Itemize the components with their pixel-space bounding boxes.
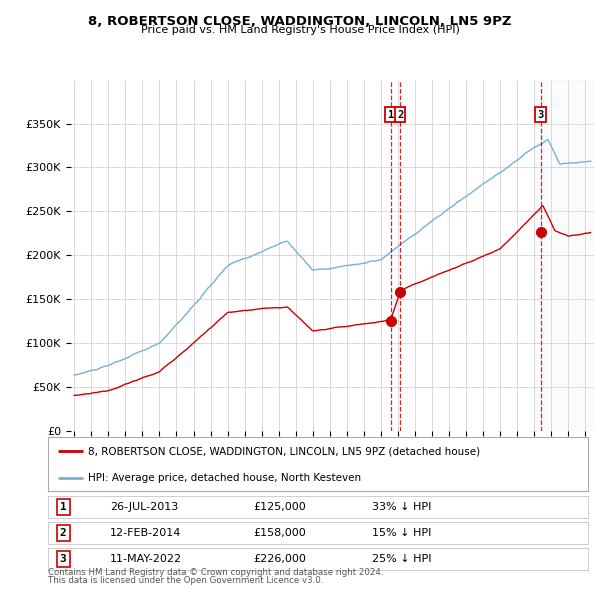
Text: This data is licensed under the Open Government Licence v3.0.: This data is licensed under the Open Gov… — [48, 576, 323, 585]
Text: Contains HM Land Registry data © Crown copyright and database right 2024.: Contains HM Land Registry data © Crown c… — [48, 568, 383, 577]
Text: 2: 2 — [397, 110, 403, 120]
Text: Price paid vs. HM Land Registry's House Price Index (HPI): Price paid vs. HM Land Registry's House … — [140, 25, 460, 35]
Text: HPI: Average price, detached house, North Kesteven: HPI: Average price, detached house, Nort… — [89, 473, 362, 483]
Text: 8, ROBERTSON CLOSE, WADDINGTON, LINCOLN, LN5 9PZ: 8, ROBERTSON CLOSE, WADDINGTON, LINCOLN,… — [88, 15, 512, 28]
Text: 33% ↓ HPI: 33% ↓ HPI — [372, 502, 431, 512]
Text: 8, ROBERTSON CLOSE, WADDINGTON, LINCOLN, LN5 9PZ (detached house): 8, ROBERTSON CLOSE, WADDINGTON, LINCOLN,… — [89, 446, 481, 456]
Text: 1: 1 — [60, 502, 67, 512]
Bar — [535, 80, 594, 431]
Text: 26-JUL-2013: 26-JUL-2013 — [110, 502, 178, 512]
Text: £125,000: £125,000 — [253, 502, 306, 512]
Text: £226,000: £226,000 — [253, 554, 306, 563]
Text: £158,000: £158,000 — [253, 528, 306, 537]
Text: 11-MAY-2022: 11-MAY-2022 — [110, 554, 182, 563]
Text: 15% ↓ HPI: 15% ↓ HPI — [372, 528, 431, 537]
Text: 3: 3 — [60, 554, 67, 563]
Text: 25% ↓ HPI: 25% ↓ HPI — [372, 554, 431, 563]
Text: 2: 2 — [60, 528, 67, 537]
Text: 12-FEB-2014: 12-FEB-2014 — [110, 528, 181, 537]
Text: 1: 1 — [388, 110, 394, 120]
Text: 3: 3 — [538, 110, 544, 120]
